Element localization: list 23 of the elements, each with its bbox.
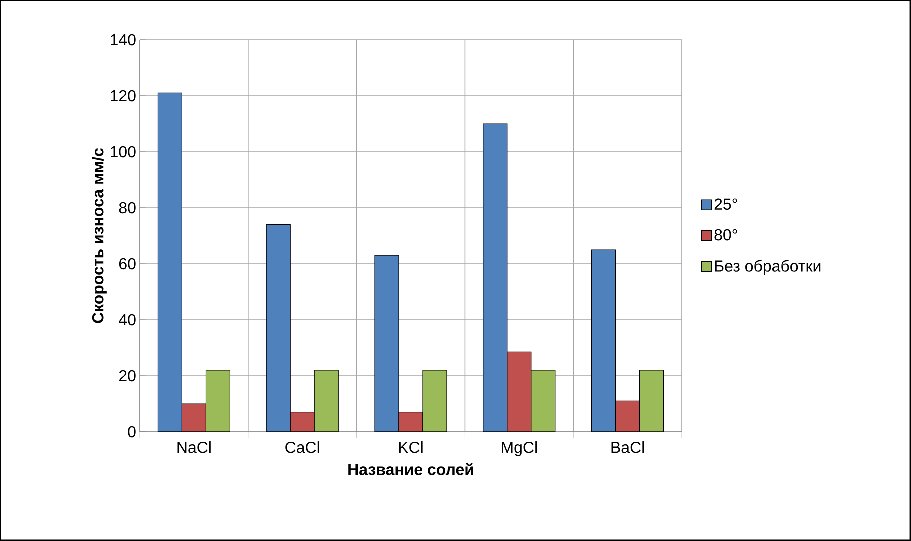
y-tick-label: 100: [111, 146, 136, 158]
y-tick-label: 60: [119, 258, 136, 270]
x-tick-label: KCl: [399, 442, 423, 454]
y-tick-label: 80: [119, 202, 136, 214]
y-tick-label: 40: [119, 314, 136, 326]
bar: [531, 370, 556, 432]
x-tick-label: CaCl: [286, 442, 320, 454]
legend-label: Без обработки: [715, 260, 821, 276]
y-tick-label: 20: [119, 370, 136, 382]
legend-label: 25°: [714, 198, 738, 210]
x-tick-label: BaCl: [612, 442, 644, 454]
y-tick-label: 140: [111, 34, 136, 46]
x-axis-title: Название солей: [348, 463, 474, 476]
legend-label: 80°: [714, 229, 738, 241]
y-axis-title: Скорость износа мм/с: [92, 148, 107, 324]
bar: [206, 370, 231, 432]
y-tick-label: 120: [111, 90, 136, 102]
x-tick-label: MgCl: [502, 442, 537, 456]
x-tick-label: NaCl: [178, 442, 211, 454]
bar: [422, 370, 448, 432]
bar: [314, 370, 339, 432]
y-tick-label: 0: [128, 426, 136, 438]
bar: [640, 370, 664, 432]
